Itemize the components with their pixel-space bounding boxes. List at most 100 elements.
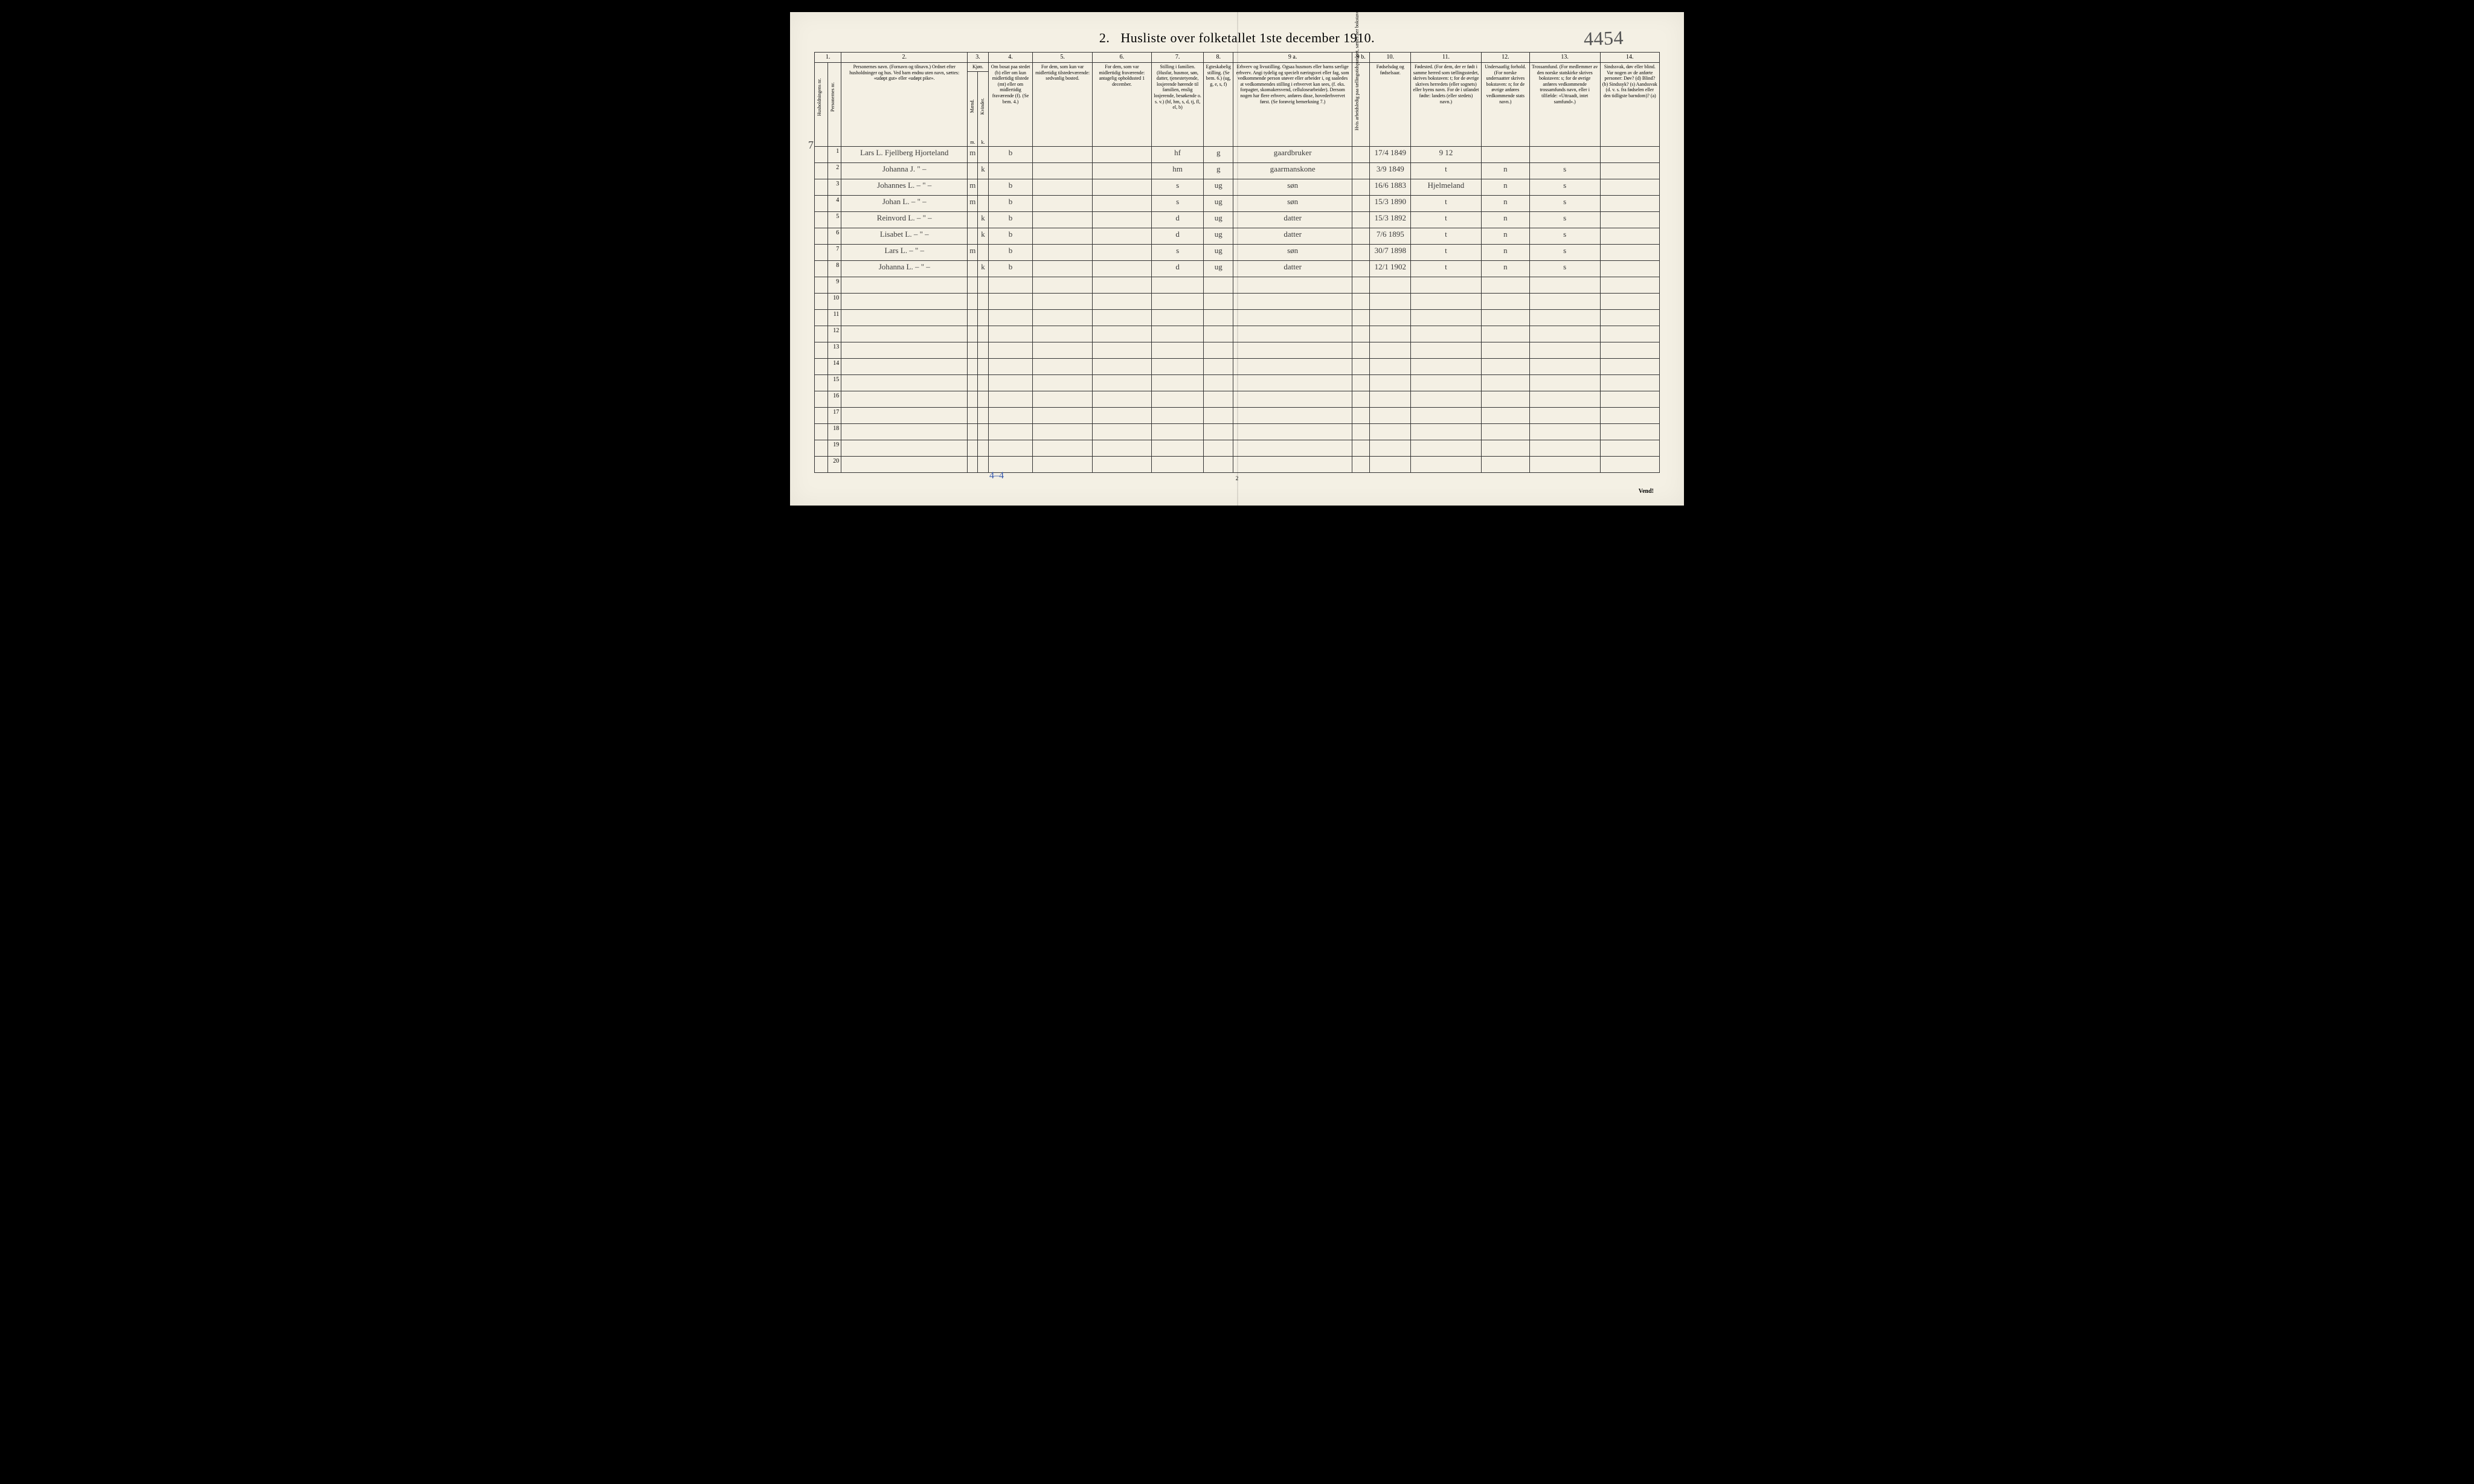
cell-citizenship xyxy=(1481,391,1529,408)
cell-occupation: gaardbruker xyxy=(1233,147,1352,163)
cell-household xyxy=(815,326,828,342)
cell-religion: s xyxy=(1529,245,1600,261)
table-row: 11 xyxy=(815,310,1660,326)
table-row: 9 xyxy=(815,277,1660,294)
cell-disability xyxy=(1600,163,1659,179)
cell-unemployed xyxy=(1352,163,1370,179)
hdr-male-abbr: m. xyxy=(969,140,975,146)
cell-temp-absent xyxy=(1092,147,1151,163)
cell-family-pos xyxy=(1152,342,1204,359)
cell-occupation: søn xyxy=(1233,196,1352,212)
cell-name: Lars L. Fjellberg Hjorteland xyxy=(841,147,968,163)
cell-disability xyxy=(1600,326,1659,342)
cell-male xyxy=(968,408,978,424)
cell-temp-absent xyxy=(1092,179,1151,196)
cell-temp-absent xyxy=(1092,261,1151,277)
cell-household xyxy=(815,408,828,424)
cell-male xyxy=(968,391,978,408)
cell-female xyxy=(978,147,988,163)
cell-female xyxy=(978,440,988,457)
cell-marital: ug xyxy=(1204,245,1233,261)
cell-marital xyxy=(1204,440,1233,457)
cell-marital xyxy=(1204,294,1233,310)
cell-family-pos: s xyxy=(1152,196,1204,212)
table-row: 15 xyxy=(815,375,1660,391)
cell-male xyxy=(968,277,978,294)
cell-unemployed xyxy=(1352,179,1370,196)
cell-occupation xyxy=(1233,457,1352,473)
cell-temp-absent xyxy=(1092,294,1151,310)
cell-marital: ug xyxy=(1204,196,1233,212)
cell-citizenship: n xyxy=(1481,163,1529,179)
cell-disability xyxy=(1600,212,1659,228)
cell-name xyxy=(841,440,968,457)
cell-household xyxy=(815,147,828,163)
page-title: Husliste over folketallet 1ste december … xyxy=(1120,30,1375,45)
cell-temp-absent xyxy=(1092,196,1151,212)
cell-male: m xyxy=(968,147,978,163)
cell-unemployed xyxy=(1352,457,1370,473)
cell-temp-absent xyxy=(1092,212,1151,228)
cell-citizenship xyxy=(1481,424,1529,440)
cell-birthdate xyxy=(1370,408,1411,424)
cell-citizenship xyxy=(1481,375,1529,391)
cell-religion xyxy=(1529,359,1600,375)
page-number: 2 xyxy=(814,475,1660,481)
hdr-name: Personernes navn. (Fornavn og tilnavn.) … xyxy=(841,63,968,147)
cell-occupation xyxy=(1233,359,1352,375)
colnum-11: 11. xyxy=(1411,53,1482,63)
cell-birthdate: 17/4 1849 xyxy=(1370,147,1411,163)
hdr-unemployed: Hvis arbeidsledig paa tællingstidspunkte… xyxy=(1354,64,1360,130)
cell-disability xyxy=(1600,277,1659,294)
cell-person-nr: 10 xyxy=(828,294,841,310)
cell-unemployed xyxy=(1352,359,1370,375)
cell-male xyxy=(968,342,978,359)
cell-household xyxy=(815,310,828,326)
cell-birthdate: 15/3 1890 xyxy=(1370,196,1411,212)
cell-religion xyxy=(1529,457,1600,473)
cell-residence: b xyxy=(988,147,1033,163)
cell-disability xyxy=(1600,196,1659,212)
cell-temp-present xyxy=(1033,391,1092,408)
hdr-birthdate: Fødselsdag og fødselsaar. xyxy=(1370,63,1411,147)
cell-family-pos xyxy=(1152,326,1204,342)
cell-household xyxy=(815,163,828,179)
cell-unemployed xyxy=(1352,277,1370,294)
cell-unemployed xyxy=(1352,196,1370,212)
cell-citizenship xyxy=(1481,310,1529,326)
cell-temp-present xyxy=(1033,326,1092,342)
cell-occupation xyxy=(1233,342,1352,359)
colnum-7: 7. xyxy=(1152,53,1204,63)
cell-citizenship xyxy=(1481,326,1529,342)
cell-birthdate xyxy=(1370,391,1411,408)
cell-temp-absent xyxy=(1092,375,1151,391)
cell-temp-present xyxy=(1033,359,1092,375)
cell-household xyxy=(815,359,828,375)
cell-religion xyxy=(1529,147,1600,163)
census-page: 2. Husliste over folketallet 1ste decemb… xyxy=(790,12,1684,506)
cell-birthplace xyxy=(1411,294,1482,310)
cell-marital xyxy=(1204,391,1233,408)
cell-male xyxy=(968,457,978,473)
cell-marital xyxy=(1204,457,1233,473)
hdr-religion: Trossamfund. (For medlemmer av den norsk… xyxy=(1529,63,1600,147)
hdr-occupation: Erhverv og livsstilling. Ogsaa husmors e… xyxy=(1233,63,1352,147)
cell-temp-present xyxy=(1033,408,1092,424)
cell-residence: b xyxy=(988,212,1033,228)
column-number-row: 1. 2. 3. 4. 5. 6. 7. 8. 9 a. 9 b. 10. 11… xyxy=(815,53,1660,63)
table-row: 5Reinvord L. – " –kbdugdatter15/3 1892tn… xyxy=(815,212,1660,228)
title-row: 2. Husliste over folketallet 1ste decemb… xyxy=(814,30,1660,46)
cell-birthplace: t xyxy=(1411,245,1482,261)
cell-female xyxy=(978,375,988,391)
cell-birthdate xyxy=(1370,310,1411,326)
cell-disability xyxy=(1600,179,1659,196)
cell-religion xyxy=(1529,277,1600,294)
cell-male xyxy=(968,310,978,326)
cell-male: m xyxy=(968,245,978,261)
table-row: 6Lisabet L. – " –kbdugdatter7/6 1895tns xyxy=(815,228,1660,245)
cell-temp-present xyxy=(1033,375,1092,391)
cell-marital xyxy=(1204,408,1233,424)
colnum-9a: 9 a. xyxy=(1233,53,1352,63)
cell-unemployed xyxy=(1352,440,1370,457)
cell-temp-absent xyxy=(1092,342,1151,359)
